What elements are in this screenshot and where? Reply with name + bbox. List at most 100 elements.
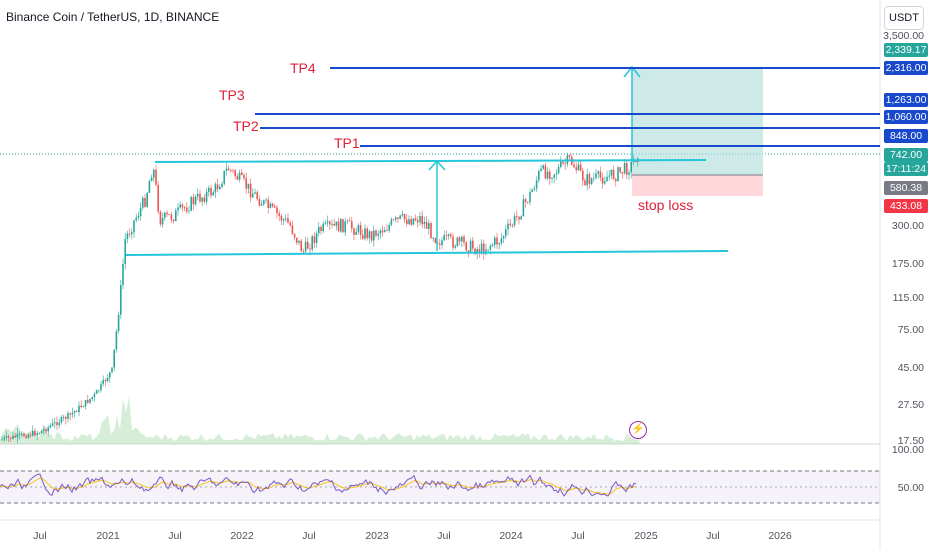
- candle-body: [51, 423, 54, 426]
- candle-body: [584, 180, 586, 186]
- candle-body: [593, 177, 595, 179]
- candle-body: [124, 238, 126, 264]
- candle-body: [375, 230, 377, 236]
- price-axis-label: 17.50: [897, 435, 924, 447]
- candle-body: [329, 221, 331, 225]
- candle-body: [309, 248, 311, 250]
- candle-body: [348, 220, 351, 222]
- lightning-bolt-icon[interactable]: ⚡: [629, 421, 647, 439]
- candle-body: [232, 170, 234, 172]
- candle-body: [564, 163, 566, 165]
- candle-body: [494, 237, 496, 245]
- candle-body: [478, 249, 481, 254]
- candle-body: [553, 174, 555, 178]
- price-tag-last: 742.00: [884, 148, 928, 162]
- candle-body: [595, 173, 597, 178]
- candle-body: [282, 219, 285, 221]
- candle-body: [194, 196, 197, 205]
- candle-body: [472, 240, 474, 249]
- tp3-label[interactable]: TP3: [219, 87, 245, 103]
- candle-body: [27, 434, 30, 438]
- candle-body: [364, 228, 366, 239]
- candle-body: [93, 393, 96, 398]
- candle-body: [47, 427, 49, 432]
- candle-body: [159, 211, 162, 225]
- candle-body: [71, 412, 74, 415]
- candle-body: [135, 217, 137, 221]
- candle-body: [234, 170, 236, 177]
- candle-body: [45, 429, 47, 432]
- tp4-label[interactable]: TP4: [290, 60, 316, 76]
- candle-body: [623, 163, 626, 174]
- time-axis-label: 2026: [768, 530, 792, 542]
- candle-body: [456, 237, 459, 247]
- price-axis-label: 3,500.00: [883, 30, 924, 42]
- candle-body: [331, 223, 333, 225]
- candle-body: [236, 176, 239, 180]
- candle-body: [155, 169, 157, 185]
- price-axis-label: 75.00: [897, 324, 924, 336]
- tp2-label[interactable]: TP2: [233, 118, 259, 134]
- candle-body: [346, 220, 349, 222]
- candle-body: [395, 217, 397, 220]
- candle-body: [315, 233, 318, 243]
- candle-body: [529, 192, 531, 203]
- candle-body: [43, 429, 45, 431]
- stop-loss-label[interactable]: stop loss: [638, 197, 694, 213]
- currency-button[interactable]: USDT: [884, 6, 924, 30]
- candle-body: [150, 177, 153, 182]
- candle-body: [285, 218, 287, 220]
- candle-body: [351, 221, 353, 229]
- candle-body: [632, 160, 635, 163]
- symbol-title: Binance Coin / TetherUS, 1D, BINANCE: [6, 10, 220, 24]
- candle-body: [599, 171, 602, 178]
- candle-body: [76, 411, 78, 412]
- time-axis-label: Jul: [437, 530, 451, 542]
- candle-body: [65, 416, 67, 419]
- candle-body: [423, 221, 426, 225]
- candle-body: [106, 377, 109, 382]
- candle-body: [359, 225, 362, 235]
- tp1-label[interactable]: TP1: [334, 135, 360, 151]
- time-axis-label: Jul: [33, 530, 47, 542]
- candle-body: [289, 222, 291, 226]
- candle-body: [573, 164, 575, 168]
- candle-body: [54, 422, 56, 424]
- candle-body: [513, 215, 516, 226]
- candle-body: [628, 172, 630, 175]
- candle-body: [298, 240, 300, 243]
- candle-body: [111, 367, 113, 373]
- time-axis-label: Jul: [706, 530, 720, 542]
- candle-body: [208, 187, 210, 192]
- candle-body: [203, 197, 206, 202]
- candle-body: [535, 180, 538, 189]
- candle-body: [29, 434, 32, 436]
- candle-body: [386, 230, 388, 232]
- time-axis-label: 2024: [499, 530, 523, 542]
- candle-body: [322, 223, 324, 232]
- candle-body: [590, 178, 593, 184]
- candle-body: [58, 422, 60, 426]
- candle-body: [133, 220, 135, 233]
- candle-body: [179, 204, 181, 208]
- candle-body: [291, 225, 294, 234]
- candle-body: [197, 193, 199, 197]
- candle-body: [12, 435, 14, 439]
- channel-bottom-line: [125, 250, 729, 256]
- candle-body: [258, 199, 261, 206]
- candle-body: [73, 411, 76, 413]
- candle-body: [390, 219, 393, 225]
- candle-body: [568, 155, 571, 157]
- candle-body: [278, 213, 280, 216]
- candle-body: [342, 219, 344, 233]
- candle-body: [337, 221, 340, 232]
- price-tag-entry: 580.38: [884, 181, 928, 195]
- candle-body: [344, 221, 346, 233]
- candle-body: [172, 219, 175, 222]
- candle-body: [311, 236, 313, 250]
- candle-body: [91, 397, 93, 399]
- candle-body: [148, 181, 151, 193]
- price-tag-high: 2,339.17: [884, 43, 928, 57]
- candle-body: [267, 199, 269, 209]
